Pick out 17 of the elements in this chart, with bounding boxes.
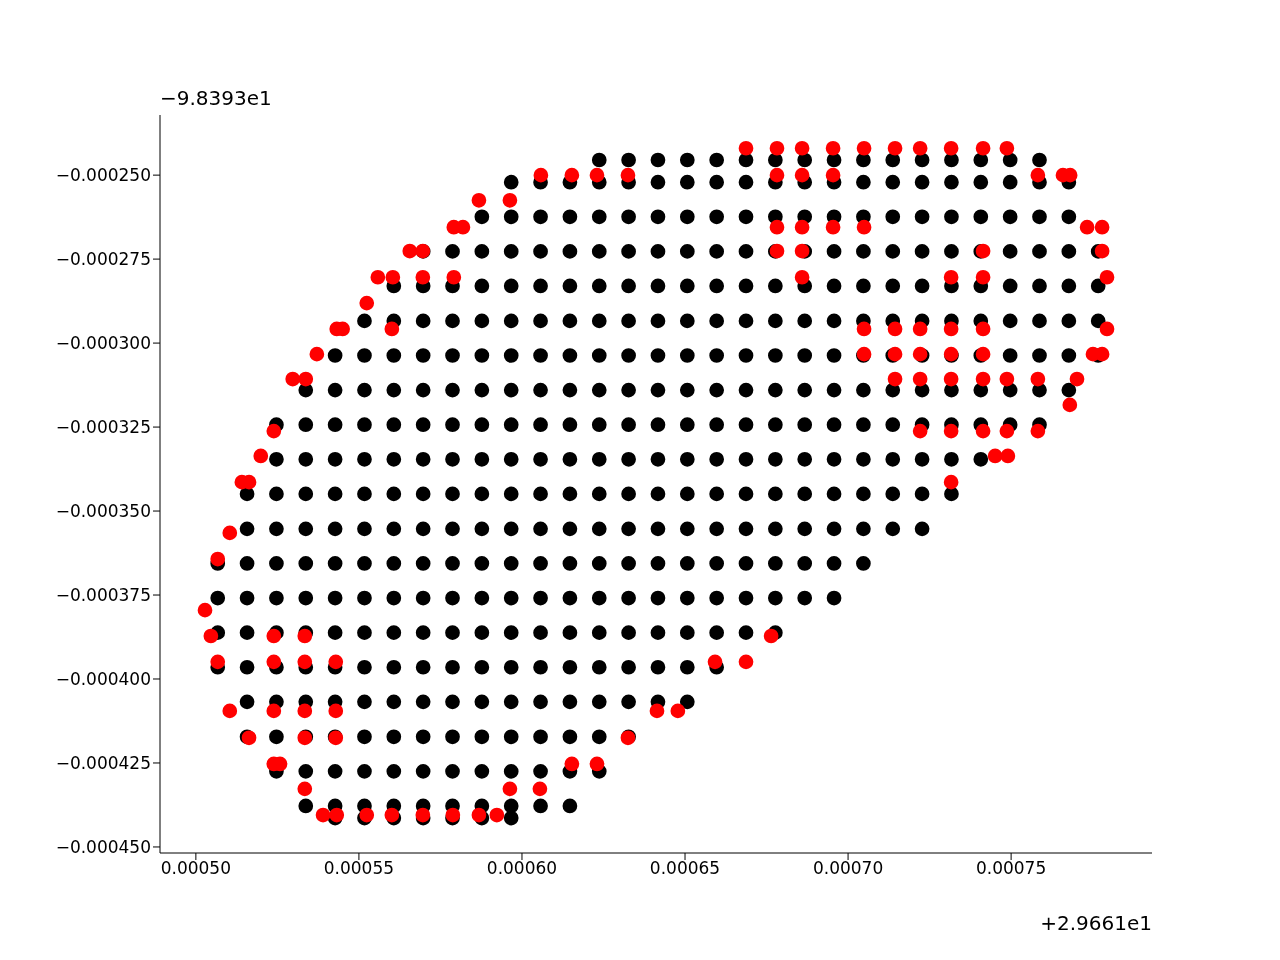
x-tick-label: 0.00065 <box>649 858 721 879</box>
y-tick-label: −0.000375 <box>55 585 151 606</box>
x-tick-label: 0.00060 <box>486 858 558 879</box>
y-tick-label: −0.000275 <box>55 249 151 270</box>
x-tick-label: 0.00050 <box>160 858 232 879</box>
y-tick-label: −0.000250 <box>55 165 151 186</box>
x-tick-label: 0.00075 <box>975 858 1047 879</box>
text: +2.9661e1 <box>1040 911 1152 935</box>
x-tick-label: 0.00055 <box>323 858 395 879</box>
y-tick-label: −0.000350 <box>55 501 151 522</box>
text: −9.8393e1 <box>160 86 272 110</box>
y-tick-label: −0.000300 <box>55 333 151 354</box>
y-tick-label: −0.000325 <box>55 417 151 438</box>
x-tick-label: 0.00070 <box>812 858 884 879</box>
y-tick-label: −0.000425 <box>55 753 151 774</box>
y-tick-label: −0.000450 <box>55 836 151 857</box>
y-tick-label: −0.000400 <box>55 669 151 690</box>
